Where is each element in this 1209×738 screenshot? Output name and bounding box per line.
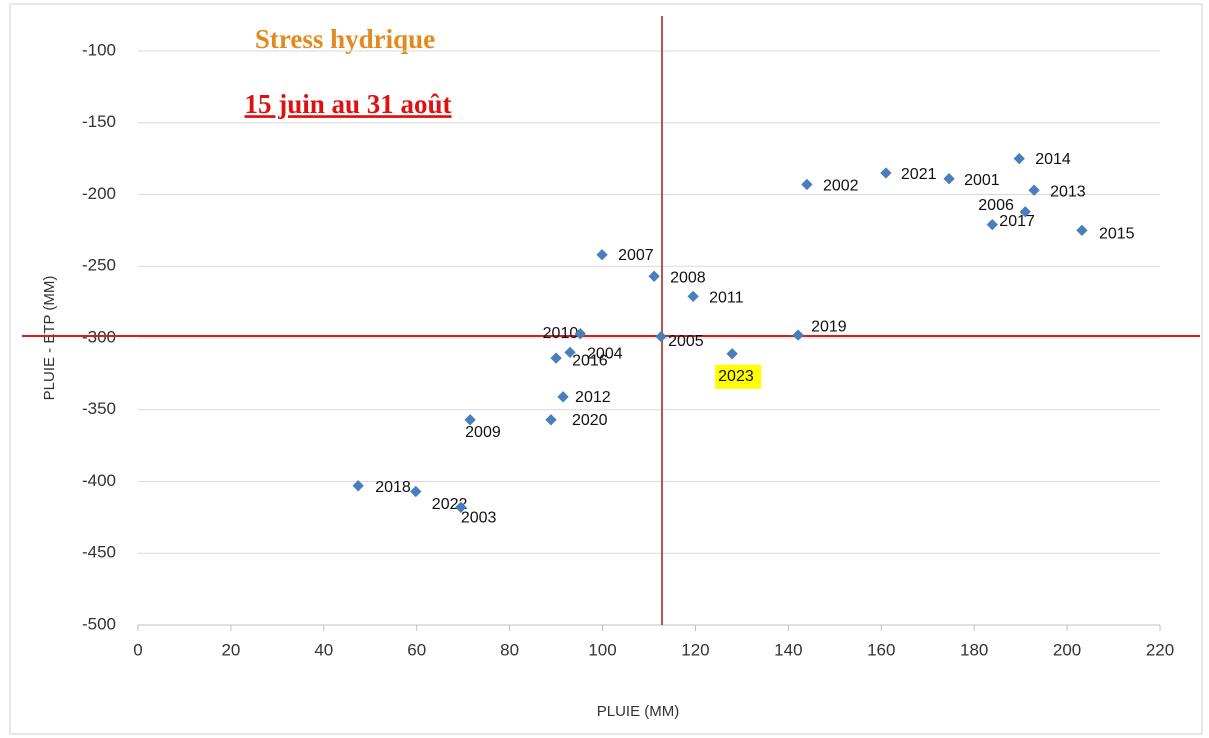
point-label: 2004: [587, 346, 623, 363]
point-label: 2017: [999, 213, 1035, 230]
point-label: 2015: [1099, 226, 1135, 243]
point-label: 2002: [823, 178, 859, 195]
x-tick-label: 60: [407, 640, 426, 659]
point: [648, 270, 660, 282]
point: [726, 348, 738, 360]
point-label: 2013: [1050, 183, 1086, 200]
y-tick-label: -200: [82, 184, 116, 203]
point: [564, 346, 576, 359]
label-highlight: [715, 364, 762, 389]
point: [943, 173, 955, 185]
x-tick-label: 200: [1053, 640, 1081, 659]
point-label: 2009: [465, 424, 501, 441]
y-tick-label: -450: [82, 543, 116, 562]
y-tick-label: -150: [82, 112, 116, 131]
point: [792, 329, 804, 341]
x-tick-label: 20: [221, 640, 240, 659]
point: [464, 414, 476, 426]
point-label: 2008: [670, 270, 706, 287]
y-tick-label: -400: [82, 471, 116, 490]
x-tick-label: 40: [314, 640, 333, 659]
point: [986, 218, 998, 231]
point-label: 2012: [575, 389, 611, 406]
x-tick-label: 0: [133, 640, 142, 659]
point-label: 2016: [572, 352, 608, 369]
point: [352, 480, 364, 492]
point: [455, 501, 467, 513]
point: [410, 485, 422, 498]
point: [557, 391, 569, 403]
point-label: 2021: [901, 166, 937, 183]
point: [1028, 184, 1040, 196]
point-label: 2003: [461, 510, 497, 527]
point: [1076, 224, 1088, 237]
y-axis-label: PLUIE - ETP (MM): [41, 276, 58, 401]
point-label: 2011: [709, 290, 744, 307]
point-label: 2010: [543, 325, 579, 342]
point-label: 2018: [375, 479, 411, 496]
point-label: 2014: [1035, 151, 1071, 168]
y-tick-label: -250: [82, 256, 116, 275]
point: [801, 178, 813, 191]
x-tick-label: 80: [500, 640, 519, 659]
x-tick-label: 160: [867, 640, 895, 659]
point: [550, 352, 562, 364]
point-label: 2023: [718, 368, 754, 385]
point-label: 2006: [978, 197, 1014, 214]
point-label: 2005: [668, 333, 704, 350]
point-label: 2001: [964, 172, 1000, 189]
y-tick-label: -500: [82, 614, 116, 633]
point: [574, 328, 586, 340]
point-label: 2019: [811, 318, 847, 335]
point: [1013, 152, 1025, 165]
x-tick-label: 120: [681, 640, 709, 659]
x-axis-label: PLUIE (MM): [597, 703, 680, 720]
x-tick-label: 220: [1146, 640, 1174, 659]
point: [880, 167, 892, 179]
point-label: 2007: [618, 247, 654, 264]
chart-subtitle: 15 juin au 31 août: [244, 89, 451, 119]
chart-title: Stress hydrique: [255, 24, 435, 54]
point-label: 2020: [572, 412, 608, 429]
x-tick-label: 140: [774, 640, 802, 659]
y-tick-label: -100: [82, 40, 116, 59]
y-tick-label: -350: [82, 399, 116, 418]
point: [545, 414, 557, 426]
chart-border: [9, 3, 1203, 735]
x-tick-label: 180: [960, 640, 988, 659]
x-tick-label: 100: [588, 640, 616, 659]
point: [655, 330, 667, 343]
point: [687, 290, 699, 303]
point: [596, 249, 608, 261]
